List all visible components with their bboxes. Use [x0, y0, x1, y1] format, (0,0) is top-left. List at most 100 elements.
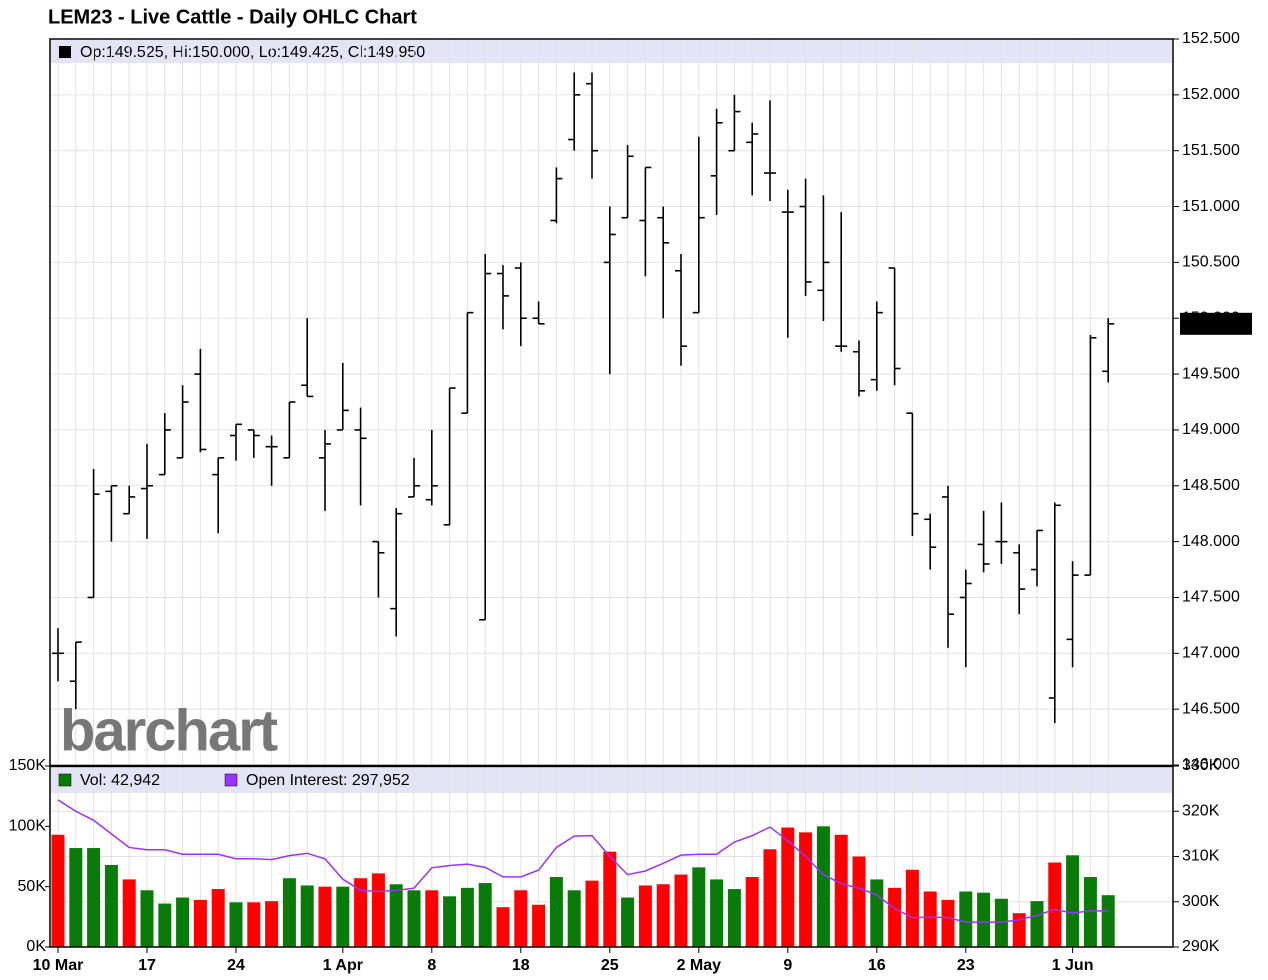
- volume-bar: [763, 849, 777, 947]
- volume-bar: [1066, 855, 1080, 947]
- volume-bar: [282, 878, 296, 947]
- y-tick-label: 100K: [9, 818, 47, 835]
- oi-line: [57, 799, 1109, 923]
- y-tick-label: 147.000: [1182, 645, 1240, 662]
- volume-bar: [407, 890, 421, 947]
- volume-bar: [870, 879, 884, 947]
- y-tick-label: 151.500: [1182, 142, 1240, 159]
- volume-bar: [176, 897, 190, 947]
- x-tick-label: 25: [601, 957, 619, 974]
- volume-bar: [977, 892, 991, 947]
- last-price-label: 149.950: [1182, 315, 1240, 332]
- volume-bar: [158, 903, 172, 947]
- x-tick-label: 1 Jun: [1052, 957, 1094, 974]
- volume-bar: [247, 902, 261, 947]
- volume-bar: [959, 891, 973, 947]
- x-tick-label: 10 Mar: [33, 957, 84, 974]
- volume-bar: [781, 827, 795, 947]
- x-tick-label: 8: [427, 957, 436, 974]
- y-tick-label: 147.500: [1182, 589, 1240, 606]
- volume-bar: [265, 901, 279, 947]
- volume-bar: [816, 826, 830, 947]
- volume-bar: [923, 891, 937, 947]
- chart-title: LEM23 - Live Cattle - Daily OHLC Chart: [48, 6, 417, 28]
- y-tick-label: 152.500: [1182, 30, 1240, 47]
- y-tick-label: 146.000: [1182, 756, 1240, 773]
- y2-tick-label: 310K: [1182, 848, 1220, 865]
- volume-bar: [727, 889, 741, 947]
- x-tick-label: 9: [783, 957, 792, 974]
- x-tick-label: 24: [227, 957, 245, 974]
- x-tick-label: 16: [868, 957, 886, 974]
- y-tick-label: 50K: [18, 878, 47, 895]
- y2-tick-label: 300K: [1182, 893, 1220, 910]
- volume-bar: [710, 879, 724, 947]
- volume-bar: [656, 884, 670, 947]
- y-tick-label: 150K: [9, 757, 47, 774]
- y-tick-label: 152.000: [1182, 86, 1240, 103]
- volume-bar: [888, 887, 902, 947]
- legend-swatch: [58, 773, 72, 787]
- volume-bar: [567, 890, 581, 947]
- volume-bar: [496, 907, 510, 947]
- legend-swatch: [224, 773, 238, 787]
- volume-bar: [389, 884, 403, 947]
- volume-bar: [549, 877, 563, 947]
- volume-bar: [532, 904, 546, 947]
- x-tick-label: 18: [512, 957, 530, 974]
- y-tick-label: 149.000: [1182, 421, 1240, 438]
- volume-bar: [460, 887, 474, 947]
- volume-bar: [51, 834, 65, 947]
- volume-bar: [336, 886, 350, 947]
- plot-frame: [49, 38, 1174, 948]
- x-tick-label: 1 Apr: [323, 957, 363, 974]
- volume-bar: [603, 851, 617, 947]
- volume-bar: [211, 889, 225, 947]
- volume-bar: [354, 878, 368, 947]
- legend-label: Vol: 42,942: [80, 772, 160, 789]
- y-tick-label: 148.500: [1182, 477, 1240, 494]
- volume-bar: [87, 848, 101, 947]
- x-tick-label: 2 May: [677, 957, 722, 974]
- volume-bar: [692, 867, 706, 947]
- volume-bar: [834, 834, 848, 947]
- volume-bar: [799, 832, 813, 947]
- volume-bar: [69, 848, 83, 947]
- volume-bar: [229, 902, 243, 947]
- legend-label: Open Interest: 297,952: [246, 772, 410, 789]
- y-tick-label: 146.500: [1182, 700, 1240, 717]
- x-tick-label: 23: [957, 957, 975, 974]
- volume-bar: [994, 898, 1008, 947]
- volume-bar: [1012, 913, 1026, 947]
- volume-bar: [852, 856, 866, 947]
- volume-bar: [478, 883, 492, 947]
- volume-bar: [1101, 895, 1115, 947]
- y2-tick-label: 330K: [1182, 757, 1220, 774]
- y-tick-label: 149.500: [1182, 365, 1240, 382]
- watermark: barchart: [60, 698, 278, 763]
- y2-tick-label: 290K: [1182, 938, 1220, 955]
- y2-tick-label: 320K: [1182, 802, 1220, 819]
- volume-bar: [514, 890, 528, 947]
- volume-bar: [674, 874, 688, 947]
- last-price-box: [1180, 312, 1252, 335]
- y-tick-label: 0K: [26, 938, 46, 955]
- volume-bar: [318, 886, 332, 947]
- x-tick-label: 17: [138, 957, 156, 974]
- volume-bar: [941, 899, 955, 947]
- volume-bar: [638, 885, 652, 947]
- volume-bar: [104, 864, 118, 947]
- volume-bar: [122, 879, 136, 947]
- legend-band: [51, 40, 1172, 63]
- volume-bar: [905, 869, 919, 947]
- y-tick-label: 148.000: [1182, 533, 1240, 550]
- volume-bar: [443, 896, 457, 947]
- volume-bar: [425, 890, 439, 947]
- volume-bar: [1048, 862, 1062, 947]
- volume-bar: [193, 899, 207, 947]
- legend-band: [51, 768, 1172, 793]
- volume-bar: [371, 873, 385, 947]
